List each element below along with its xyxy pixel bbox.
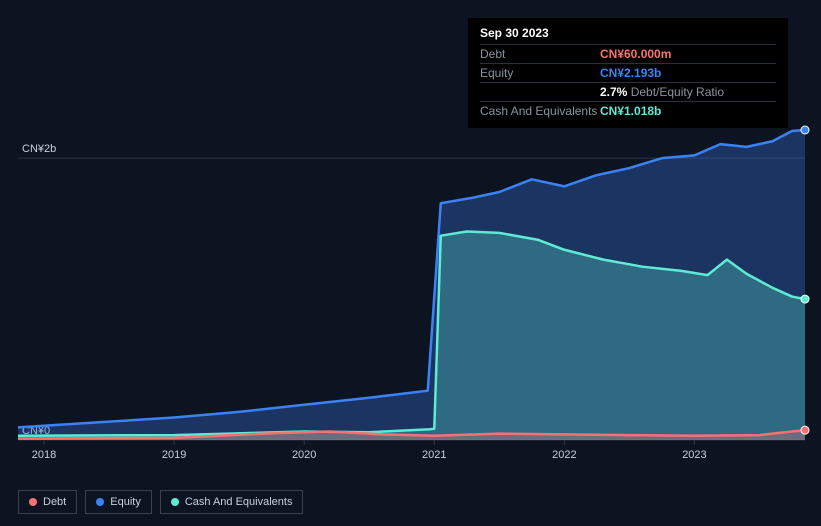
- chart-tooltip: Sep 30 2023 DebtCN¥60.000mEquityCN¥2.193…: [468, 18, 788, 128]
- tooltip-row-label: Cash And Equivalents: [480, 104, 600, 118]
- tooltip-row-value: CN¥60.000m: [600, 47, 776, 61]
- tooltip-row: EquityCN¥2.193b: [480, 63, 776, 82]
- tooltip-row: DebtCN¥60.000m: [480, 44, 776, 63]
- x-axis-label: 2022: [552, 449, 576, 461]
- legend-dot-icon: [171, 498, 179, 506]
- chart-legend: Debt Equity Cash And Equivalents: [18, 490, 303, 514]
- tooltip-row: Cash And EquivalentsCN¥1.018b: [480, 101, 776, 120]
- tooltip-row-value: 2.7% Debt/Equity Ratio: [600, 85, 776, 99]
- legend-label: Equity: [110, 496, 141, 508]
- legend-item[interactable]: Cash And Equivalents: [160, 490, 304, 514]
- tooltip-row-value: CN¥1.018b: [600, 104, 776, 118]
- x-axis-label: 2018: [32, 449, 56, 461]
- tooltip-row-label: Debt: [480, 47, 600, 61]
- tooltip-row-label: [480, 85, 600, 99]
- legend-label: Debt: [43, 496, 66, 508]
- tooltip-row-label: Equity: [480, 66, 600, 80]
- legend-item[interactable]: Debt: [18, 490, 77, 514]
- x-axis-label: 2021: [422, 449, 446, 461]
- tooltip-title: Sep 30 2023: [480, 26, 776, 40]
- chart-container: CN¥0CN¥2b201820192020202120222023 Sep 30…: [0, 0, 821, 526]
- x-axis-label: 2020: [292, 449, 316, 461]
- series-end-marker: [801, 426, 809, 434]
- legend-label: Cash And Equivalents: [185, 496, 293, 508]
- x-axis-label: 2023: [682, 449, 706, 461]
- series-end-marker: [801, 295, 809, 303]
- x-axis-label: 2019: [162, 449, 186, 461]
- y-axis-label: CN¥2b: [22, 143, 56, 155]
- tooltip-row: 2.7% Debt/Equity Ratio: [480, 82, 776, 101]
- legend-item[interactable]: Equity: [85, 490, 152, 514]
- legend-dot-icon: [96, 498, 104, 506]
- series-end-marker: [801, 126, 809, 134]
- legend-dot-icon: [29, 498, 37, 506]
- tooltip-row-value: CN¥2.193b: [600, 66, 776, 80]
